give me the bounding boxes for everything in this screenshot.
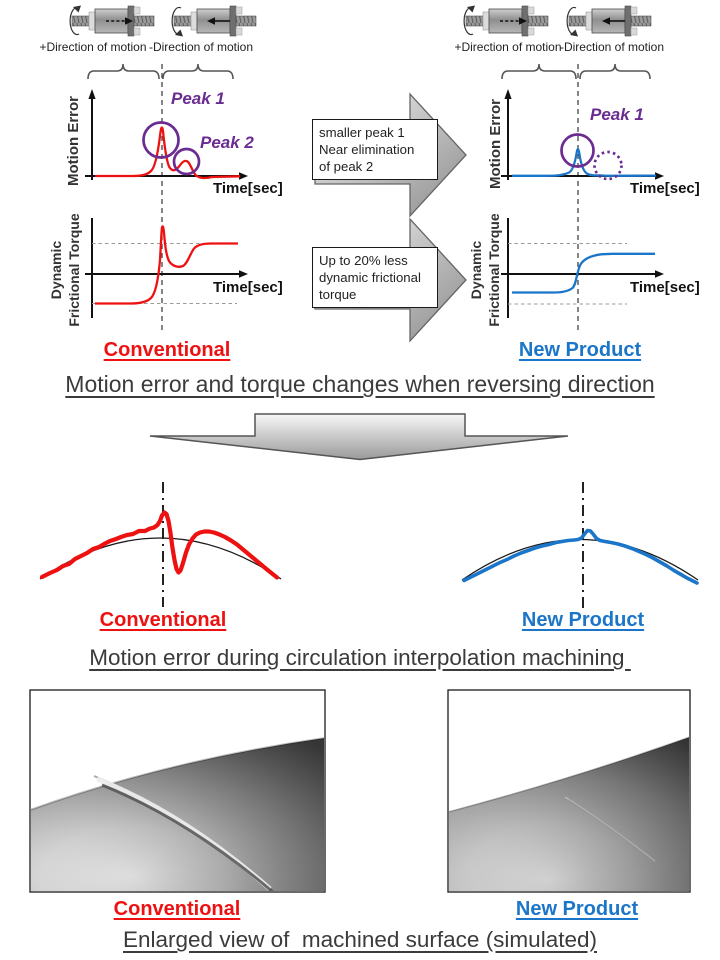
torque-graph-new (501, 218, 664, 318)
machined-surface-new-image (447, 689, 691, 893)
torque-curve-new (512, 252, 655, 294)
torque-axis-label: Dynamic Frictional Torque (48, 213, 82, 327)
peak1-label: Peak 1 (590, 105, 644, 124)
motion-error-graph-new (501, 89, 664, 181)
conventional-label: Conventional (103, 339, 231, 361)
measured-path-new (462, 528, 699, 585)
ball-screw-minus-direction-icon (171, 5, 257, 38)
surface-section-caption: Enlarged view of machined surface (simul… (123, 927, 597, 952)
measured-path-conventional (39, 510, 280, 580)
eliminated-peak2-circle (593, 150, 623, 181)
minus-direction-label: -Direction of motion (148, 40, 254, 54)
time-axis-label: Time[sec] (630, 279, 700, 296)
arrow2-note: Up to 20% less dynamic frictional torque (312, 247, 438, 309)
direction-braces (87, 63, 651, 80)
conventional-label: Conventional (113, 898, 241, 920)
peak1-circle (142, 121, 180, 159)
ideal-arc (461, 538, 699, 581)
new-product-label: New Product (521, 609, 645, 631)
peak1-circle (560, 133, 595, 168)
machined-surface-conventional-image (29, 689, 326, 893)
ball-screw-plus-direction-icon (463, 4, 549, 37)
ball-screw-minus-direction-icon (566, 5, 652, 38)
peak2-circle (172, 147, 201, 176)
torque-axis-label: Dynamic Frictional Torque (468, 213, 502, 327)
interpolation-section-caption: Motion error during circulation interpol… (89, 645, 631, 670)
torque-graph-conventional (85, 218, 248, 318)
plus-direction-label: +Direction of motion (454, 40, 562, 54)
interpolation-graph-new (461, 482, 699, 608)
minus-direction-label: -Direction of motion (559, 40, 665, 54)
interpolation-graph-conventional (39, 482, 282, 607)
time-axis-label: Time[sec] (630, 180, 700, 197)
torque-curve-conventional (95, 225, 238, 305)
arrow1-note: smaller peak 1 Near elimination of peak … (312, 119, 438, 181)
time-axis-label: Time[sec] (213, 279, 283, 296)
time-axis-label: Time[sec] (213, 180, 283, 197)
plus-direction-label: +Direction of motion (39, 40, 147, 54)
new-product-label: New Product (518, 339, 642, 361)
motion-error-axis-label: Motion Error (65, 96, 82, 186)
motion-error-graph-conventional (85, 89, 248, 180)
peak2-label: Peak 2 (200, 133, 254, 152)
new-product-label: New Product (515, 898, 639, 920)
conventional-label: Conventional (99, 609, 227, 631)
motion-error-curve-new (512, 148, 657, 177)
reversal-section-caption: Motion error and torque changes when rev… (65, 371, 655, 397)
ball-screw-plus-direction-icon (69, 4, 155, 37)
down-arrow (149, 413, 569, 461)
peak1-label: Peak 1 (171, 89, 225, 108)
